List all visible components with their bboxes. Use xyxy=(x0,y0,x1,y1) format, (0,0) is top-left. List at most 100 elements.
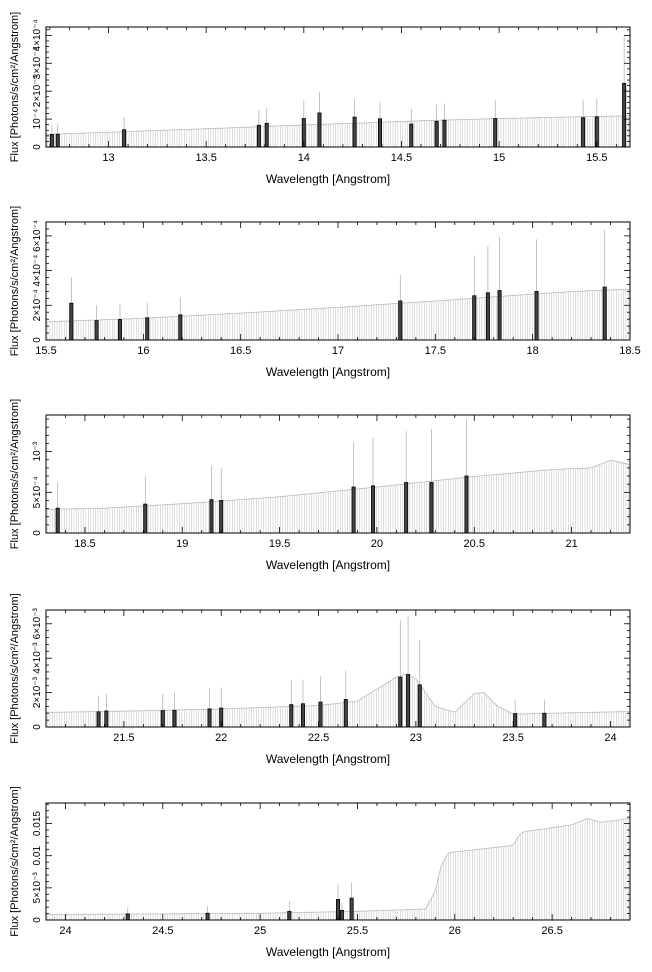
x-tick-label: 17 xyxy=(332,345,344,357)
continuum-model xyxy=(47,289,629,340)
emission-line-bar xyxy=(542,712,547,728)
y-tick-label: 4×10⁻³ xyxy=(32,642,43,674)
x-tick-label: 19.5 xyxy=(269,538,290,550)
emission-line-bar xyxy=(94,320,99,341)
y-axis-label: Flux [Photons/s/cm²/Angstrom] xyxy=(9,12,21,162)
y-tick-label: 3×10⁻⁴ xyxy=(32,47,43,79)
emission-line-bar xyxy=(55,507,60,534)
emission-line-bar xyxy=(207,708,212,728)
emission-line-bar xyxy=(55,133,60,148)
continuum-curve xyxy=(45,288,631,323)
x-tick-label: 14.5 xyxy=(391,152,412,164)
emission-line-bar xyxy=(205,912,210,921)
emission-line-bar xyxy=(343,699,348,728)
x-tick-label: 16 xyxy=(137,345,149,357)
x-axis-label: Wavelength [Angstrom] xyxy=(266,172,390,186)
continuum-curve xyxy=(46,115,631,135)
emission-line-bar xyxy=(534,291,539,341)
x-tick-label: 24 xyxy=(604,732,616,744)
x-tick-label: 26.5 xyxy=(541,925,562,937)
emission-line-bar xyxy=(104,710,109,728)
y-tick-label: 0 xyxy=(32,337,43,343)
continuum-model xyxy=(47,460,629,533)
emission-line-bar xyxy=(256,124,261,148)
emission-line-bar xyxy=(377,118,382,148)
emission-line-bar xyxy=(409,123,414,148)
x-tick-label: 23 xyxy=(410,732,422,744)
x-tick-label: 21 xyxy=(565,538,577,550)
x-tick-label: 20 xyxy=(371,538,383,550)
spectrum-panel-4: 21.5 22 22.5 23 23.5 24 0 2×10⁻³ 4×10⁻³ 6×10⁻³ Wav… xyxy=(9,593,631,766)
emission-line-bar xyxy=(371,485,376,534)
emission-line-bar xyxy=(339,909,344,921)
emission-line-bar xyxy=(417,684,422,728)
emission-line-bar xyxy=(513,713,518,728)
emission-line-bar xyxy=(349,897,354,921)
x-tick-label: 18.5 xyxy=(619,345,640,357)
emission-line-bar xyxy=(493,118,498,148)
emission-line-bar xyxy=(49,134,54,148)
y-axis-label: Flux [Photons/s/cm²/Angstrom] xyxy=(9,593,21,743)
emission-line-bar xyxy=(219,500,224,534)
y-tick-label: 0.015 xyxy=(32,811,43,836)
x-axis-label: Wavelength [Angstrom] xyxy=(266,752,390,766)
x-tick-label: 26 xyxy=(449,925,461,937)
x-tick-label: 15.5 xyxy=(35,345,56,357)
emission-line-bar xyxy=(317,112,322,148)
emission-line-bar xyxy=(264,122,269,148)
y-tick-label: 6×10⁻⁴ xyxy=(32,220,43,252)
emission-line-bar xyxy=(125,913,130,921)
continuum-model xyxy=(47,674,629,727)
y-tick-label: 0 xyxy=(32,530,43,536)
emission-line-bar xyxy=(404,482,409,534)
x-axis-label: Wavelength [Angstrom] xyxy=(266,945,390,959)
y-tick-label: 4×10⁻⁴ xyxy=(32,19,43,51)
emission-line-bar xyxy=(398,300,403,341)
emission-line-bar xyxy=(581,117,586,148)
emission-line-bar xyxy=(406,674,411,728)
y-tick-label: 10⁻⁴ xyxy=(32,109,43,130)
x-tick-label: 23.5 xyxy=(502,732,523,744)
x-tick-label: 14 xyxy=(298,152,310,164)
emission-line-bar xyxy=(143,503,148,534)
emission-line-bar xyxy=(335,899,340,921)
emission-line-bar xyxy=(464,475,469,534)
x-tick-label: 22.5 xyxy=(308,732,329,744)
emission-line-bar xyxy=(622,82,627,148)
x-axis-label: Wavelength [Angstrom] xyxy=(266,558,390,572)
y-axis-label: Flux [Photons/s/cm²/Angstrom] xyxy=(9,206,21,356)
plot-frame xyxy=(45,26,631,148)
x-tick-label: 13 xyxy=(102,152,114,164)
emission-line-bar xyxy=(145,317,150,341)
x-tick-label: 15.5 xyxy=(586,152,607,164)
emission-line-bar xyxy=(289,704,294,728)
emission-line-bar xyxy=(209,499,214,534)
x-tick-label: 18.5 xyxy=(74,538,95,550)
x-tick-label: 13.5 xyxy=(195,152,216,164)
spectrum-panel-1: 13 13.5 14 14.5 15 15.5 0 10⁻⁴ 2×10⁻⁴3×10⁻⁴4×10⁻… xyxy=(9,12,631,186)
y-tick-label: 0 xyxy=(32,144,43,150)
y-axis-label: Flux [Photons/s/cm²/Angstrom] xyxy=(9,786,21,936)
y-tick-label: 2×10⁻⁴ xyxy=(32,289,43,321)
emission-line-bar xyxy=(602,286,607,341)
emission-line-bar xyxy=(352,116,357,148)
x-tick-label: 25 xyxy=(254,925,266,937)
x-tick-label: 24.5 xyxy=(152,925,173,937)
y-tick-label: 2×10⁻⁴ xyxy=(32,75,43,107)
spectrum-panel-5: 24 24.5 25 25.5 26 26.5 0 5×10⁻³ 0.01 0.015 Wavele… xyxy=(9,786,631,959)
emission-line-bar xyxy=(472,295,477,341)
emission-line-bar xyxy=(172,709,177,728)
x-tick-label: 15 xyxy=(493,152,505,164)
x-tick-label: 17.5 xyxy=(425,345,446,357)
emission-line-bar xyxy=(178,314,183,341)
x-tick-label: 24 xyxy=(59,925,71,937)
x-tick-label: 19 xyxy=(176,538,188,550)
x-tick-label: 25.5 xyxy=(347,925,368,937)
x-axis-label: Wavelength [Angstrom] xyxy=(266,365,390,379)
continuum-curve xyxy=(45,673,631,715)
emission-line-bar xyxy=(287,910,292,921)
emission-line-bar xyxy=(300,703,305,728)
x-tick-label: 16.5 xyxy=(230,345,251,357)
emission-line-bar xyxy=(96,711,101,728)
